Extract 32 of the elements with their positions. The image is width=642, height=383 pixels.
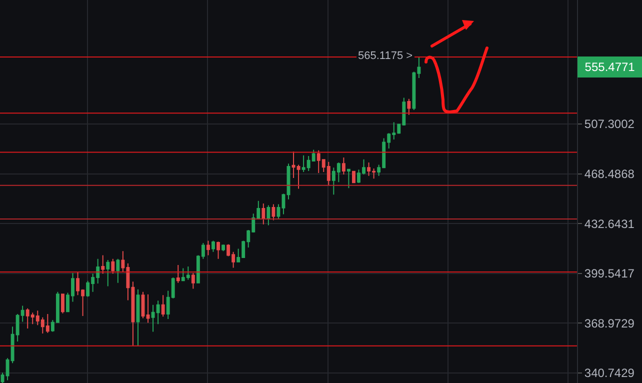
y-tick-label: 507.3002 — [584, 117, 635, 132]
candlestick — [176, 264, 180, 284]
candlestick — [206, 240, 210, 256]
candlestick — [222, 244, 225, 252]
candlestick — [101, 254, 105, 274]
y-tick-label: 468.4868 — [584, 166, 635, 181]
candlestick — [276, 204, 280, 220]
candlestick — [111, 258, 115, 274]
candlestick — [346, 168, 350, 189]
candlestick — [0, 372, 4, 383]
candlestick — [106, 259, 110, 287]
y-tick-label: 399.5417 — [584, 266, 635, 281]
y-tick-label: 340.7429 — [584, 366, 635, 380]
candlestick — [342, 157, 346, 176]
annotation: 565.1175 > — [358, 50, 413, 62]
candlestick — [407, 98, 411, 116]
candlestick — [272, 204, 276, 221]
candlestick — [116, 258, 120, 284]
candlestick — [216, 241, 220, 260]
y-tick-label: 432.6431 — [584, 216, 635, 231]
y-tick-label: 368.9729 — [584, 316, 635, 330]
candlestick — [262, 203, 266, 225]
candlestick — [282, 193, 286, 215]
candlestick — [161, 294, 165, 318]
candlestick — [136, 288, 140, 346]
text: 555.4771 — [584, 60, 636, 74]
candlestick — [352, 170, 356, 184]
candlestick — [60, 293, 64, 314]
candlestick — [212, 240, 215, 252]
candlestick — [191, 272, 195, 290]
candlestick — [146, 294, 150, 324]
candlestick — [266, 204, 270, 226]
